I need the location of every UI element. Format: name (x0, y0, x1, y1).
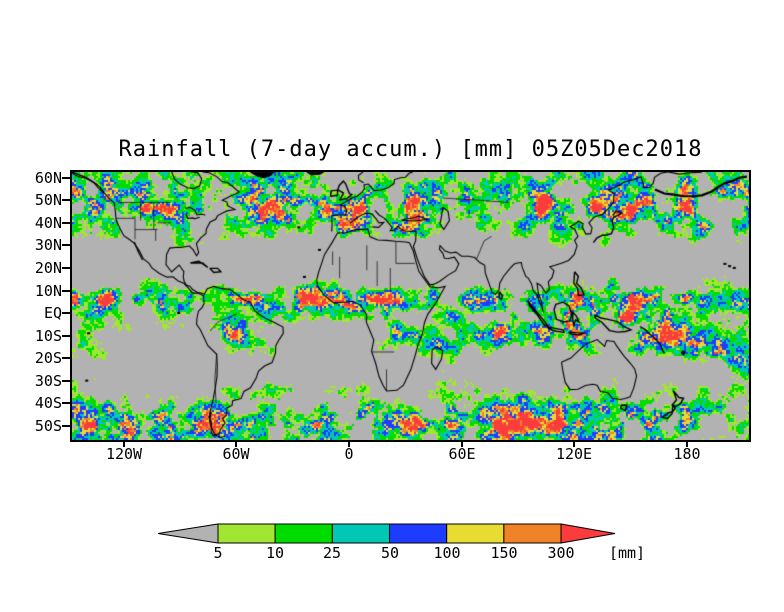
colorbar-segment (389, 523, 448, 544)
lat-label-50n: 50N (34, 191, 62, 209)
lat-label-40s: 40S (34, 394, 62, 412)
colorbar-below-min-arrow (157, 523, 219, 544)
lat-label-eq: EQ (43, 304, 62, 322)
lat-label-20n: 20N (34, 259, 62, 277)
colorbar-segment (331, 523, 391, 544)
colorbar-segment (274, 523, 333, 544)
lat-label-10n: 10N (34, 282, 62, 300)
colorbar-label-10: 10 (265, 544, 285, 562)
lat-tick-mark (62, 221, 70, 224)
chart-title: Rainfall (7-day accum.) [mm] 05Z05Dec201… (118, 137, 703, 162)
lat-label-60n: 60N (34, 169, 62, 187)
lon-tick-mark (122, 441, 125, 447)
lon-tick-mark (235, 441, 238, 447)
lon-tick-mark (685, 441, 688, 447)
lon-label-120e: 120E (555, 445, 593, 463)
lon-label-120w: 120W (105, 445, 143, 463)
colorbar-segment (446, 523, 505, 544)
lat-tick-mark (62, 266, 70, 269)
colorbar-label-150: 150 (490, 544, 518, 562)
colorbar-label-50: 50 (380, 544, 400, 562)
colorbar-segment (217, 523, 276, 544)
lat-tick-mark (62, 199, 70, 202)
lon-label-180: 180 (673, 445, 701, 463)
colorbar-label-5: 5 (213, 544, 223, 562)
colorbar (157, 523, 616, 544)
lat-label-40n: 40N (34, 214, 62, 232)
colorbar-segment (503, 523, 562, 544)
rainfall-raster-map (72, 172, 749, 440)
lon-label-0: 0 (344, 445, 354, 463)
lat-tick-mark (62, 312, 70, 314)
lat-label-10s: 10S (34, 327, 62, 345)
lat-tick-mark (62, 402, 70, 405)
colorbar-label-300: 300 (547, 544, 575, 562)
lat-label-30s: 30S (34, 372, 62, 390)
lon-tick-mark (573, 441, 576, 447)
lon-label-60e: 60E (448, 445, 476, 463)
lat-tick-mark (62, 289, 70, 292)
lat-tick-mark (62, 176, 70, 179)
colorbar-unit-label: [mm] (608, 544, 646, 562)
colorbar-label-25: 25 (322, 544, 342, 562)
lat-tick-mark (62, 334, 70, 337)
lat-tick-mark (62, 379, 70, 382)
lat-label-30n: 30N (34, 236, 62, 254)
lat-tick-mark (62, 357, 70, 360)
colorbar-segments (217, 523, 562, 544)
lat-tick-mark (62, 244, 70, 247)
lat-label-20s: 20S (34, 349, 62, 367)
lat-label-50s: 50S (34, 417, 62, 435)
colorbar-label-100: 100 (433, 544, 461, 562)
colorbar-above-max-arrow (560, 523, 616, 544)
map-frame (70, 170, 751, 442)
lon-tick-mark (348, 441, 350, 447)
lat-tick-mark (62, 424, 70, 427)
lon-tick-mark (460, 441, 463, 447)
lon-label-60w: 60W (222, 445, 250, 463)
